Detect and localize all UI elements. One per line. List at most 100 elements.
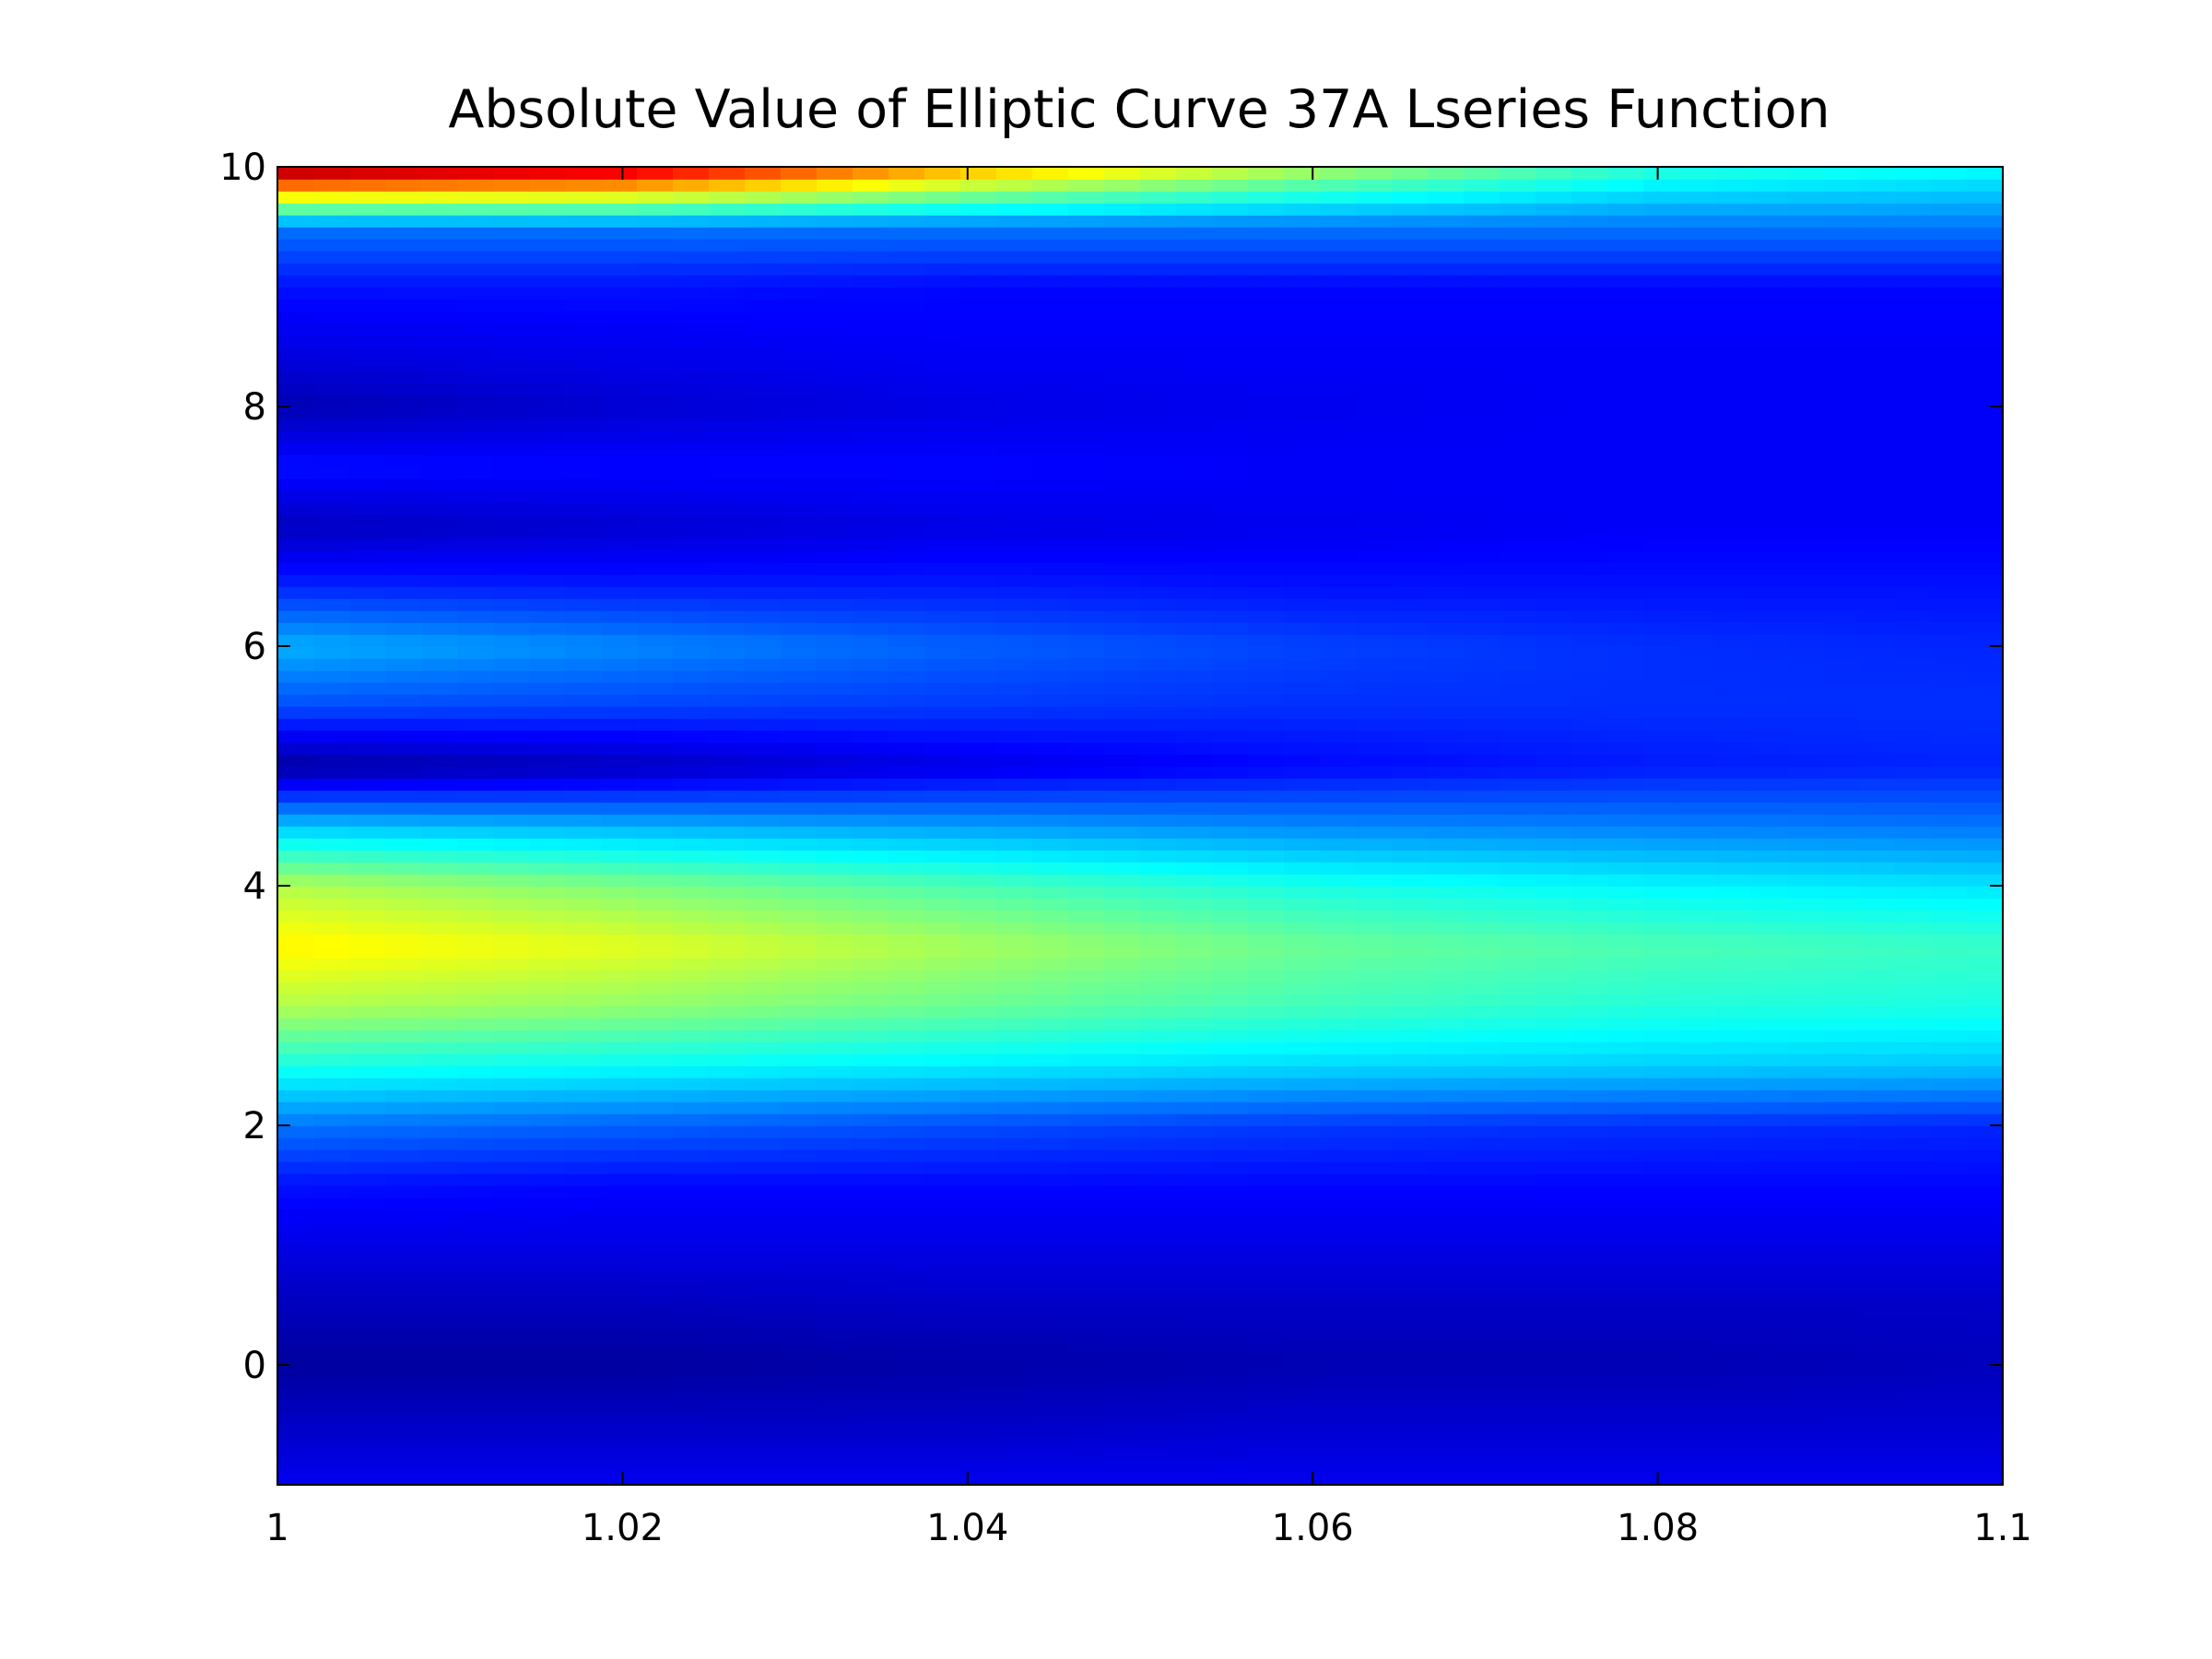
heatmap-cell (1284, 922, 1321, 935)
heatmap-cell (493, 1437, 530, 1450)
heatmap-cell (1535, 1137, 1572, 1150)
heatmap-cell (385, 1185, 422, 1198)
heatmap-cell (1176, 490, 1213, 503)
heatmap-cell (853, 1030, 889, 1042)
heatmap-cell (1428, 1113, 1465, 1126)
heatmap-cell (457, 1041, 494, 1054)
heatmap-cell (493, 910, 530, 923)
heatmap-cell (709, 466, 746, 479)
heatmap-cell (888, 958, 925, 971)
heatmap-cell (1751, 371, 1788, 383)
heatmap-cell (349, 311, 386, 324)
heatmap-cell (1068, 406, 1105, 419)
heatmap-cell (421, 634, 458, 647)
heatmap-cell (1320, 958, 1357, 971)
heatmap-cell (673, 658, 710, 671)
heatmap-cell (1895, 646, 1932, 659)
heatmap-cell (1715, 850, 1752, 863)
heatmap-cell (1464, 1221, 1500, 1234)
heatmap-cell (1715, 778, 1752, 791)
heatmap-cell (1643, 658, 1680, 671)
heatmap-cell (457, 562, 494, 575)
heatmap-cell (1248, 538, 1285, 551)
heatmap-cell (1715, 406, 1752, 419)
heatmap-cell (601, 311, 638, 324)
heatmap-cell (1248, 1461, 1285, 1474)
heatmap-cell (1715, 862, 1752, 875)
heatmap-cell (709, 1305, 746, 1318)
heatmap-cell (745, 670, 782, 683)
heatmap-cell (1607, 970, 1644, 982)
heatmap-cell (1284, 1065, 1321, 1078)
heatmap-cell (1140, 502, 1177, 515)
heatmap-cell (1751, 1125, 1788, 1138)
heatmap-cell (1895, 622, 1932, 635)
heatmap-cell (1140, 778, 1177, 791)
heatmap-cell (277, 466, 314, 479)
heatmap-cell (313, 922, 350, 935)
heatmap-cell (529, 934, 566, 947)
heatmap-cell (421, 898, 458, 911)
heatmap-cell (745, 287, 782, 300)
heatmap-cell (888, 526, 925, 539)
heatmap-cell (1535, 299, 1572, 312)
heatmap-cell (781, 430, 818, 443)
heatmap-cell (1140, 430, 1177, 443)
heatmap-cell (529, 1245, 566, 1258)
heatmap-cell (1535, 430, 1572, 443)
heatmap-cell (1571, 1113, 1608, 1126)
heatmap-cell (888, 934, 925, 947)
heatmap-cell (960, 814, 997, 827)
heatmap-cell (1715, 1293, 1752, 1306)
heatmap-cell (1320, 1149, 1357, 1162)
heatmap-cell (277, 1353, 314, 1366)
heatmap-cell (1104, 359, 1141, 371)
heatmap-cell (1248, 251, 1285, 264)
heatmap-cell (277, 406, 314, 419)
heatmap-cell (1679, 886, 1716, 899)
heatmap-cell (996, 994, 1033, 1006)
heatmap-cell (745, 1041, 782, 1054)
heatmap-cell (565, 478, 602, 491)
heatmap-cell (781, 1209, 818, 1222)
heatmap-cell (277, 646, 314, 659)
heatmap-cell (313, 634, 350, 647)
heatmap-cell (1679, 622, 1716, 635)
heatmap-cell (637, 850, 674, 863)
heatmap-cell (277, 1473, 314, 1485)
heatmap-cell (1679, 359, 1716, 371)
heatmap-cell (1140, 347, 1177, 359)
heatmap-cell (888, 670, 925, 683)
heatmap-cell (924, 1305, 961, 1318)
heatmap-cell (529, 1305, 566, 1318)
heatmap-cell (1356, 706, 1393, 719)
heatmap-cell (1715, 1245, 1752, 1258)
heatmap-cell (960, 430, 997, 443)
heatmap-cell (1859, 682, 1896, 695)
heatmap-cell (1823, 790, 1860, 803)
heatmap-cell (637, 263, 674, 276)
heatmap-cell (673, 275, 710, 288)
heatmap-cell (493, 347, 530, 359)
heatmap-cell (1895, 970, 1932, 982)
heatmap-cell (1068, 1413, 1105, 1426)
heatmap-cell (529, 982, 566, 994)
heatmap-cell (601, 1077, 638, 1090)
heatmap-cell (1643, 682, 1680, 695)
heatmap-cell (817, 550, 853, 563)
heatmap-cell (1643, 670, 1680, 683)
heatmap-cell (1428, 850, 1465, 863)
heatmap-cell (1931, 1149, 1968, 1162)
heatmap-cell (709, 1185, 746, 1198)
heatmap-cell (313, 562, 350, 575)
heatmap-cell (1643, 1329, 1680, 1342)
heatmap-cell (493, 514, 530, 527)
heatmap-cell (1248, 1437, 1285, 1450)
heatmap-cell (1643, 778, 1680, 791)
heatmap-cell (709, 335, 746, 347)
heatmap-cell (817, 514, 853, 527)
heatmap-cell (1859, 814, 1896, 827)
heatmap-cell (853, 838, 889, 851)
heatmap-cell (1679, 634, 1716, 647)
heatmap-cell (349, 1317, 386, 1330)
